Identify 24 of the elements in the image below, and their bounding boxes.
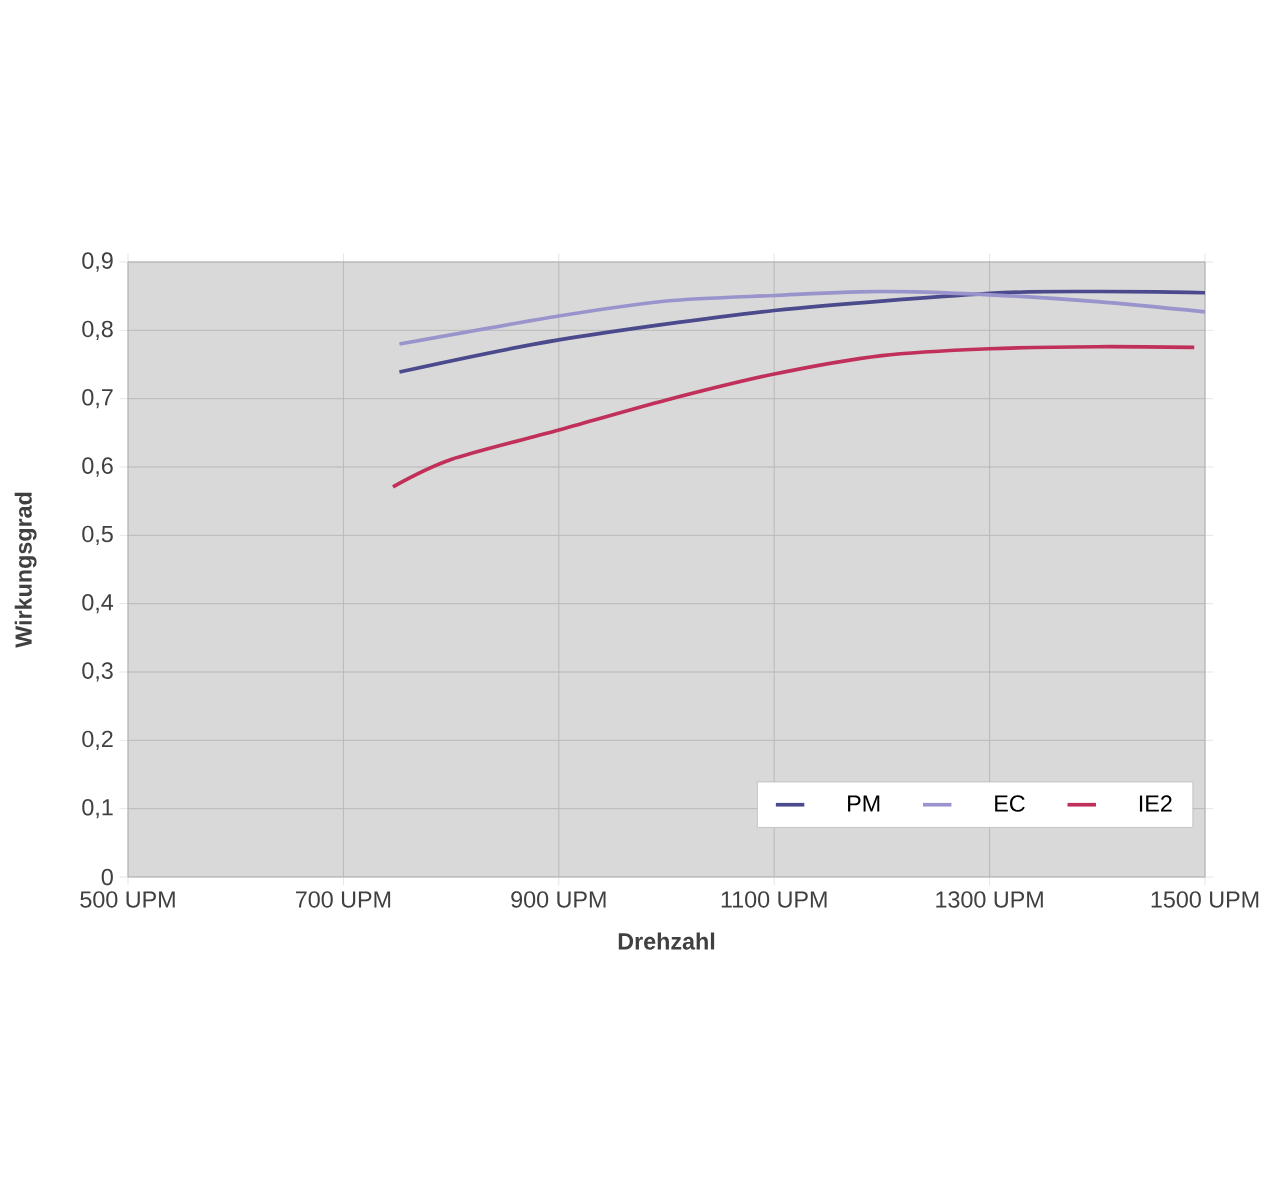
line-series [397, 289, 1205, 346]
y-tick-label: 0,9 [82, 252, 113, 272]
x-tick-label: 900 UPM [511, 891, 606, 908]
y-tick-label: 0,7 [82, 389, 113, 409]
line-series [391, 344, 1197, 489]
y-tick-label: 0,1 [82, 799, 113, 819]
x-tick-label: 1300 UPM [936, 891, 1043, 908]
legend-label: PM [848, 795, 880, 812]
x-tick-label: 700 UPM [295, 891, 391, 908]
y-tick-label: 0,8 [82, 320, 113, 340]
y-tick-label: 0,2 [82, 730, 113, 750]
y-tick-label: 0 [101, 868, 113, 886]
y-tick-label: 0,5 [82, 525, 113, 545]
legend-label: EC [995, 795, 1025, 812]
x-tick-label: 1500 UPM [1151, 891, 1259, 908]
x-tick-label: 1100 UPM [721, 891, 827, 908]
y-axis-title: Wirkungsgrad [14, 492, 37, 648]
x-tick-label: 500 UPM [80, 891, 175, 908]
y-tick-label: 0,3 [82, 662, 113, 682]
y-tick-label: 0,4 [82, 594, 114, 614]
x-axis-title: Drehzahl [618, 932, 715, 950]
legend-label: IE2 [1139, 795, 1172, 812]
y-tick-label: 0,6 [82, 457, 113, 477]
line-series [397, 289, 1205, 374]
